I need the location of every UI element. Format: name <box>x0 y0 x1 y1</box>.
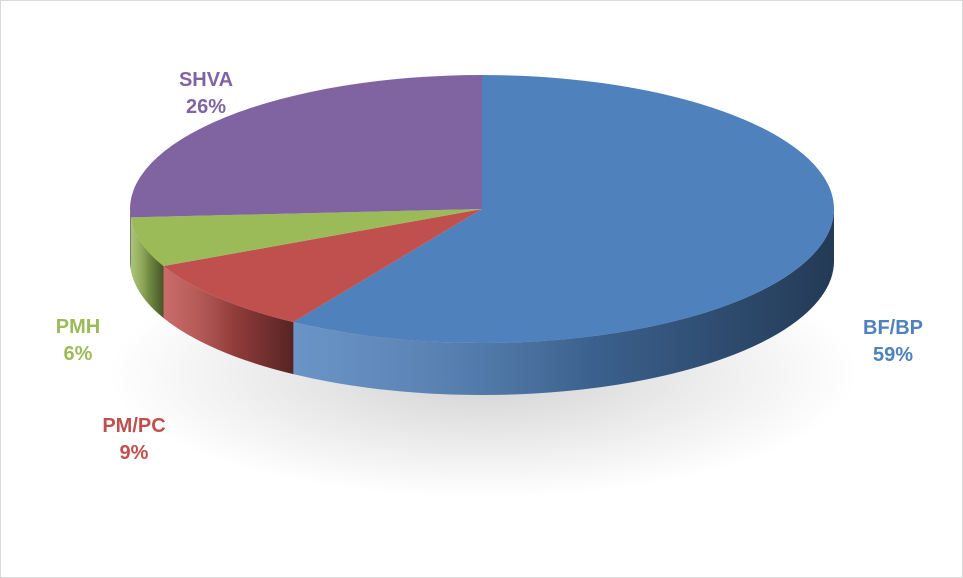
slice-label-pm-pc: PM/PC 9% <box>102 415 165 464</box>
slice-label-shva: SHVA 26% <box>179 69 233 118</box>
slice-label-bf-bp: BF/BP 59% <box>863 317 923 366</box>
slice-label-value: 9% <box>120 442 149 464</box>
slice-label-pmh: PMH 6% <box>56 316 100 365</box>
pie-slice-shva <box>130 75 482 218</box>
pie-slice-bf-bp <box>293 75 834 343</box>
pie-side-shade-pm-pc <box>163 266 294 375</box>
pie-tops <box>130 75 834 343</box>
pie-side-shade-pmh <box>130 217 164 319</box>
slice-label-name: PMH <box>56 316 100 338</box>
pie-slice-pmh <box>130 209 483 267</box>
slice-label-name: PM/PC <box>102 415 165 437</box>
pie-side-shade-shva <box>130 209 131 270</box>
pie-sides <box>130 209 834 395</box>
pie-slice-pm-pc <box>163 209 482 323</box>
slice-label-value: 6% <box>64 343 93 365</box>
pie-labels: BF/BP 59% PM/PC 9% PMH 6% SHVA 26% <box>56 69 923 464</box>
pie-side-shade-bf-bp <box>293 209 834 395</box>
slice-label-value: 59% <box>873 344 913 366</box>
slice-label-name: SHVA <box>179 69 233 91</box>
slice-label-name: BF/BP <box>863 317 923 339</box>
slice-label-value: 26% <box>186 96 226 118</box>
